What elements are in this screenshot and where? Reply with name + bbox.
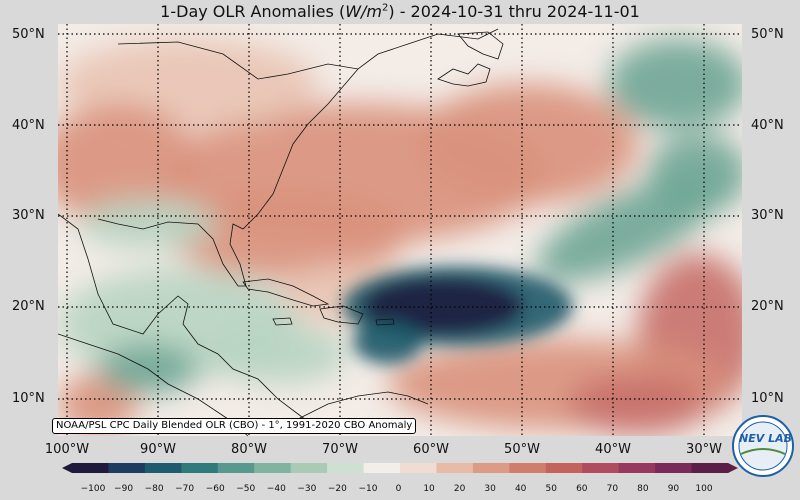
coastline-south-america [297,391,429,420]
island-jamaica [272,317,293,326]
colorbar-tick-label: 40 [514,484,527,494]
graticule [58,24,742,436]
colorbar-tick-label: 30 [484,484,496,494]
colorbar-extend-high [728,463,738,473]
negative-anomaly-region [208,324,348,384]
extreme-negative-anomaly [363,278,523,334]
colorbar-segment [545,463,583,473]
colorbar-tick-label: −80 [144,484,164,494]
colorbar-segment [400,463,437,473]
colorbar-segment [582,463,620,473]
colorbar-tick-label: −10 [358,484,378,494]
negative-anomaly-region [78,199,218,249]
olr-anomaly-map [58,24,742,436]
colorbar-segment [472,463,510,473]
colorbar-tick-label: 100 [695,484,713,494]
colorbar-tick-label: 50 [545,484,557,494]
lat-label-left: 40°N [12,118,45,133]
positive-anomaly-region [168,189,408,279]
negative-anomaly-region [648,134,742,214]
colorbar-segment [217,463,255,473]
lat-label-left: 30°N [12,208,45,223]
colorbar-segment [181,463,219,473]
colorbar-tick-label: −20 [327,484,347,494]
lat-label-right: 30°N [751,208,784,223]
data-source-credit: NOAA/PSL CPC Daily Blended OLR (CBO) - 1… [52,418,417,434]
lat-label-left: 10°N [12,391,45,406]
lat-label-right: 10°N [751,391,784,406]
colorbar-tick-label: 0 [395,484,402,494]
coastline-nova-scotia [437,63,491,87]
strong-negative-anomaly [353,320,423,364]
map-canvas [58,24,742,436]
colorbar-tick-label: 80 [637,484,649,494]
logo-text: NEV LAB [739,432,792,445]
title-unit: W/m [345,2,382,21]
map-title: 1-Day OLR Anomalies (W/m2) - 2024-10-31 … [0,0,800,24]
coastline-north-america [117,28,499,80]
title-unit-exponent: 2 [381,2,389,14]
colorbar-tick-label: 60 [576,484,588,494]
convective-core [343,266,573,364]
title-suffix: ) - 2024-10-31 thru 2024-11-01 [388,2,640,21]
colorbar-segment [618,463,656,473]
colorbar-tick-label: −90 [114,484,134,494]
island-puerto-rico [375,318,395,326]
coastlines [58,28,504,436]
colorbar-segment [327,463,365,473]
lat-label-left: 50°N [12,27,45,42]
lon-label: 50°W [504,442,540,457]
colorbar-tick-label: 20 [453,484,466,494]
colorbar [62,463,738,473]
colorbar-segment [509,463,547,473]
negative-anomaly-region [608,39,742,129]
colorbar-tick-label: −40 [266,484,286,494]
lon-label: 90°W [140,442,176,457]
colorbar-tick-label: −30 [297,484,317,494]
lon-label: 60°W [413,442,449,457]
colorbar-segment [254,463,292,473]
coastline-central-america [58,213,319,430]
lon-label: 40°W [595,442,631,457]
colorbar-tick-label: 10 [423,484,435,494]
colorbar-segment [290,463,328,473]
coastline-us-gulf [97,68,359,287]
colorbar-extend-low [62,463,72,473]
title-prefix: 1-Day OLR Anomalies ( [160,2,346,21]
colorbar-tick-label: −60 [205,484,225,494]
positive-anomaly-region [58,104,198,224]
lon-label: 30°W [686,442,722,457]
lon-label: 70°W [322,442,358,457]
colorbar-segments [62,463,738,473]
colorbar-segment [363,463,401,473]
colorbar-segment [655,463,693,473]
colorbar-tick-label: 90 [667,484,680,494]
lon-label: 100°W [44,442,90,457]
lat-label-right: 50°N [751,27,784,42]
lat-label-right: 20°N [751,299,784,314]
coastline-newfoundland [457,31,504,60]
colorbar-tick-label: −70 [175,484,195,494]
colorbar-tick-label: −100 [80,484,106,494]
colorbar-segment [436,463,474,473]
colorbar-segment [691,463,729,473]
anomaly-field [58,39,742,434]
island-cuba [242,278,330,307]
colorbar-segment [144,463,182,473]
lat-label-right: 40°N [751,118,784,133]
island-hispaniola [319,305,364,325]
lon-label: 80°W [231,442,267,457]
lat-label-left: 20°N [12,299,45,314]
colorbar-tick-label: 70 [606,484,619,494]
positive-anomaly-region [568,374,708,434]
nev-lab-logo [732,415,794,477]
colorbar-segment [72,463,109,473]
positive-anomaly-region [418,84,638,204]
colorbar-segment [108,463,146,473]
colorbar-tick-label: −50 [236,484,256,494]
